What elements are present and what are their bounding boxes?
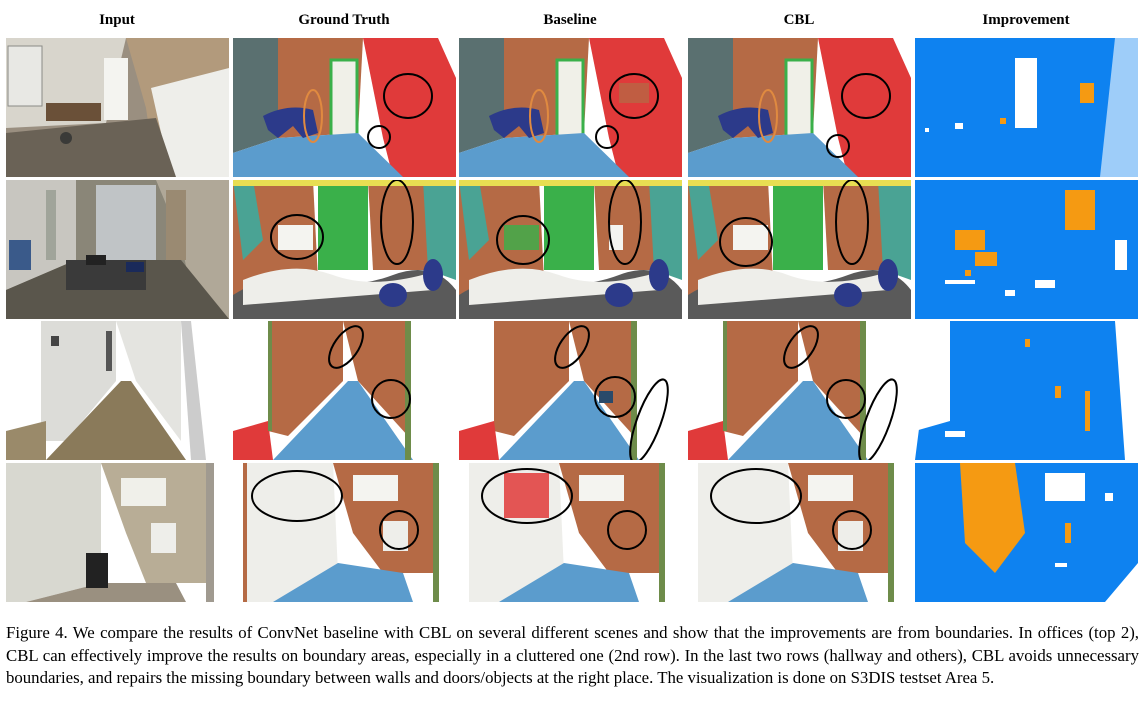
column-title-improvement: Improvement bbox=[982, 12, 1070, 28]
improvement-map-hallway bbox=[915, 321, 1138, 460]
segmentation-cbl-office-1 bbox=[688, 38, 911, 177]
segmentation-gt-hallway bbox=[233, 321, 456, 460]
column-title-cbl: CBL bbox=[783, 12, 815, 28]
improvement-map-other bbox=[915, 463, 1138, 602]
segmentation-cbl-office-2 bbox=[688, 180, 911, 319]
segmentation-gt-office-2 bbox=[233, 180, 456, 319]
column-headers: Input Ground Truth Baseline CBL Improvem… bbox=[0, 8, 1145, 32]
improvement-map-office-1 bbox=[915, 38, 1138, 177]
column-title-ground-truth: Ground Truth bbox=[298, 12, 390, 28]
column-title-input: Input bbox=[99, 12, 135, 28]
segmentation-baseline-hallway bbox=[459, 321, 682, 460]
segmentation-baseline-other bbox=[459, 463, 682, 602]
segmentation-gt-office-1 bbox=[233, 38, 456, 177]
photo-office-1 bbox=[6, 38, 229, 177]
segmentation-baseline-office-2 bbox=[459, 180, 682, 319]
figure-grid bbox=[0, 38, 1145, 603]
column-title-baseline: Baseline bbox=[543, 12, 597, 28]
segmentation-gt-other bbox=[233, 463, 456, 602]
figure-caption: Figure 4. We compare the results of Conv… bbox=[6, 623, 1139, 688]
segmentation-baseline-office-1 bbox=[459, 38, 682, 177]
photo-other bbox=[6, 463, 229, 602]
improvement-map-office-2 bbox=[915, 180, 1138, 319]
segmentation-cbl-hallway bbox=[688, 321, 911, 460]
photo-office-2 bbox=[6, 180, 229, 319]
segmentation-cbl-other bbox=[688, 463, 911, 602]
photo-hallway bbox=[6, 321, 229, 460]
